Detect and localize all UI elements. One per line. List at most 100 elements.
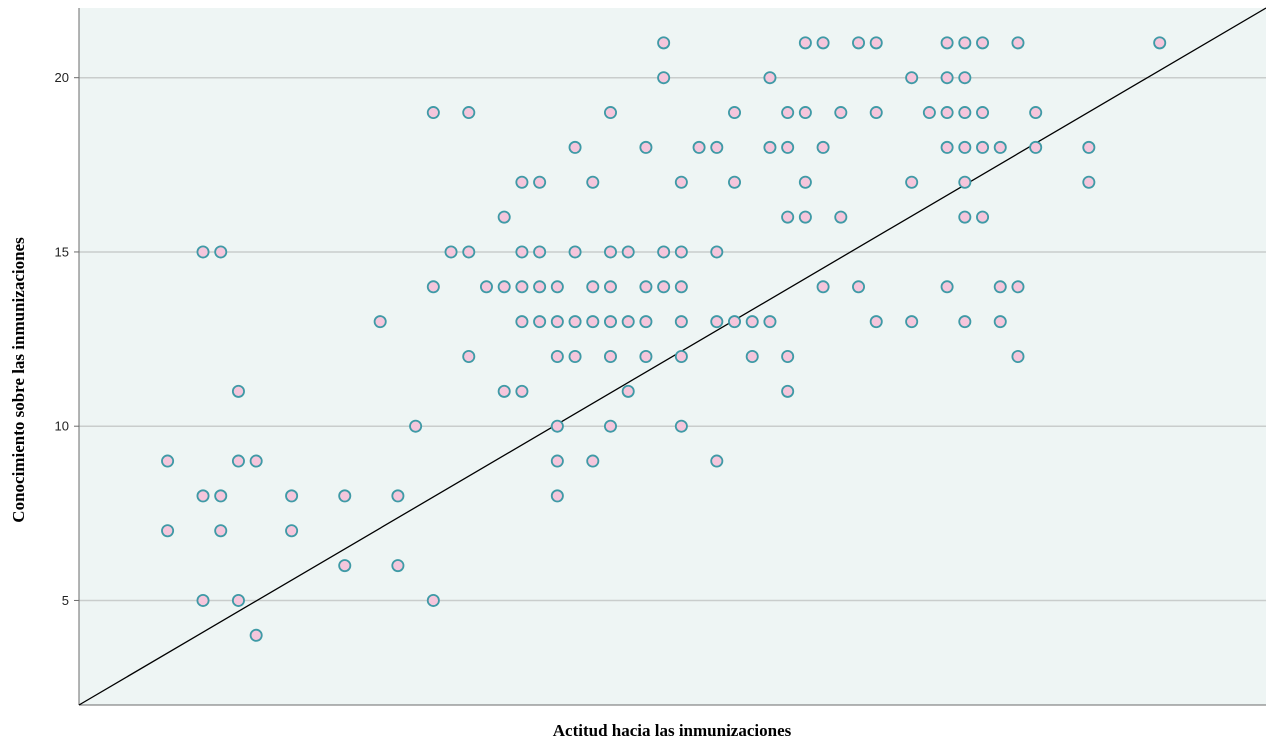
data-point-89 <box>763 140 777 154</box>
data-point-56 <box>603 245 617 259</box>
data-point-1 <box>161 524 175 538</box>
data-point-45 <box>550 454 564 468</box>
data-point-96 <box>798 36 812 50</box>
data-point-106 <box>852 280 866 294</box>
data-point-46 <box>550 489 564 503</box>
data-point-126 <box>976 36 990 50</box>
data-point-9 <box>231 454 245 468</box>
data-point-84 <box>728 175 742 189</box>
data-point-109 <box>869 315 883 329</box>
data-point-112 <box>905 315 919 329</box>
data-point-135 <box>1011 349 1025 363</box>
data-point-65 <box>639 280 653 294</box>
data-point-139 <box>1082 175 1096 189</box>
y-tick-label-20: 20 <box>55 70 69 85</box>
data-point-68 <box>657 36 671 50</box>
data-point-52 <box>586 280 600 294</box>
data-point-40 <box>533 315 547 329</box>
data-point-79 <box>710 140 724 154</box>
y-axis-title: Conocimiento sobre las inmunizaciones <box>9 237 28 523</box>
data-point-125 <box>958 315 972 329</box>
data-point-21 <box>426 106 440 120</box>
y-tick-label-10: 10 <box>55 419 69 434</box>
data-point-24 <box>444 245 458 259</box>
data-point-100 <box>816 36 830 50</box>
data-point-32 <box>515 175 529 189</box>
data-point-0 <box>161 454 175 468</box>
data-point-59 <box>603 349 617 363</box>
data-point-88 <box>763 71 777 85</box>
data-point-75 <box>674 315 688 329</box>
data-point-38 <box>533 245 547 259</box>
data-point-39 <box>533 280 547 294</box>
y-tick-label-15: 15 <box>55 244 69 259</box>
data-point-20 <box>409 419 423 433</box>
data-point-116 <box>940 106 954 120</box>
data-point-10 <box>231 593 245 607</box>
data-point-51 <box>586 175 600 189</box>
data-point-43 <box>550 349 564 363</box>
data-point-26 <box>462 245 476 259</box>
data-point-119 <box>958 36 972 50</box>
data-point-118 <box>940 280 954 294</box>
data-point-71 <box>657 280 671 294</box>
data-point-76 <box>674 349 688 363</box>
x-axis-title: Actitud hacia las inmunizaciones <box>553 721 792 740</box>
data-point-85 <box>728 315 742 329</box>
data-point-44 <box>550 419 564 433</box>
data-point-27 <box>462 349 476 363</box>
data-point-81 <box>710 315 724 329</box>
data-point-8 <box>231 384 245 398</box>
data-point-48 <box>568 245 582 259</box>
data-point-3 <box>196 489 210 503</box>
data-point-30 <box>497 280 511 294</box>
fit-line <box>78 7 1266 706</box>
data-point-34 <box>515 280 529 294</box>
data-point-70 <box>657 245 671 259</box>
data-point-80 <box>710 245 724 259</box>
data-point-86 <box>745 315 759 329</box>
data-point-138 <box>1082 140 1096 154</box>
data-point-134 <box>1011 280 1025 294</box>
data-point-19 <box>391 559 405 573</box>
data-point-117 <box>940 140 954 154</box>
data-point-55 <box>603 106 617 120</box>
data-point-17 <box>373 315 387 329</box>
data-point-130 <box>993 140 1007 154</box>
data-point-28 <box>479 280 493 294</box>
data-point-115 <box>940 71 954 85</box>
data-point-11 <box>249 454 263 468</box>
data-point-113 <box>922 106 936 120</box>
data-point-41 <box>550 280 564 294</box>
data-point-60 <box>603 419 617 433</box>
data-point-18 <box>391 489 405 503</box>
data-point-99 <box>798 210 812 224</box>
data-point-83 <box>728 106 742 120</box>
data-point-13 <box>285 489 299 503</box>
data-point-90 <box>763 315 777 329</box>
data-point-50 <box>568 349 582 363</box>
y-tick-labels: 5 10 15 20 <box>55 70 79 608</box>
data-point-131 <box>993 280 1007 294</box>
data-point-23 <box>426 593 440 607</box>
data-point-6 <box>214 489 228 503</box>
gridlines <box>79 76 1266 602</box>
data-point-93 <box>781 210 795 224</box>
data-point-36 <box>515 384 529 398</box>
data-point-57 <box>603 280 617 294</box>
data-point-103 <box>834 106 848 120</box>
data-point-98 <box>798 175 812 189</box>
data-point-91 <box>781 106 795 120</box>
data-point-69 <box>657 71 671 85</box>
data-point-97 <box>798 106 812 120</box>
data-point-74 <box>674 280 688 294</box>
data-point-111 <box>905 175 919 189</box>
data-point-108 <box>869 106 883 120</box>
data-point-105 <box>852 36 866 50</box>
data-point-42 <box>550 315 564 329</box>
data-point-63 <box>621 384 635 398</box>
data-point-78 <box>692 140 706 154</box>
data-point-47 <box>568 140 582 154</box>
data-point-122 <box>958 140 972 154</box>
data-point-64 <box>639 140 653 154</box>
